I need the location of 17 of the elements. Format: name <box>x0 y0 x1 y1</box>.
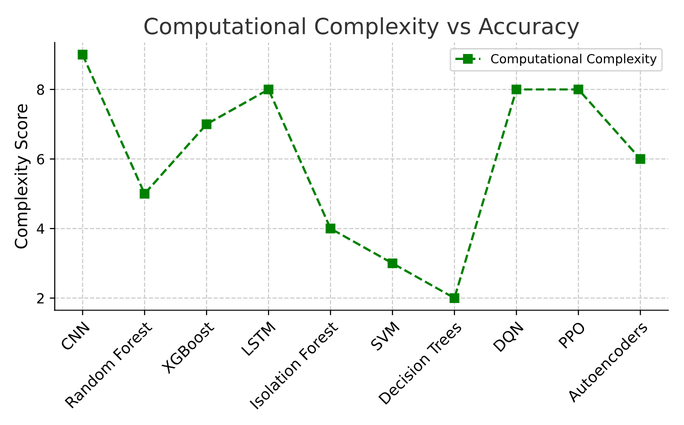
point <box>140 188 150 199</box>
y-tick-label: 6 <box>37 154 44 164</box>
point <box>574 84 584 94</box>
point <box>78 50 88 60</box>
y-tick-label: 2 <box>37 293 44 304</box>
y-tick-label: 4 <box>36 224 44 234</box>
point <box>636 154 646 164</box>
point <box>202 119 212 130</box>
point <box>264 84 274 94</box>
point <box>512 84 522 94</box>
y-tick-label: 8 <box>37 84 44 95</box>
chart-title: Computational Complexity vs Accuracy <box>144 17 580 39</box>
legend-label: Computational Complexity <box>491 54 657 66</box>
y-axis-title: Complexity Score <box>14 104 31 248</box>
point <box>388 258 398 268</box>
point <box>450 293 460 303</box>
point <box>326 224 336 234</box>
